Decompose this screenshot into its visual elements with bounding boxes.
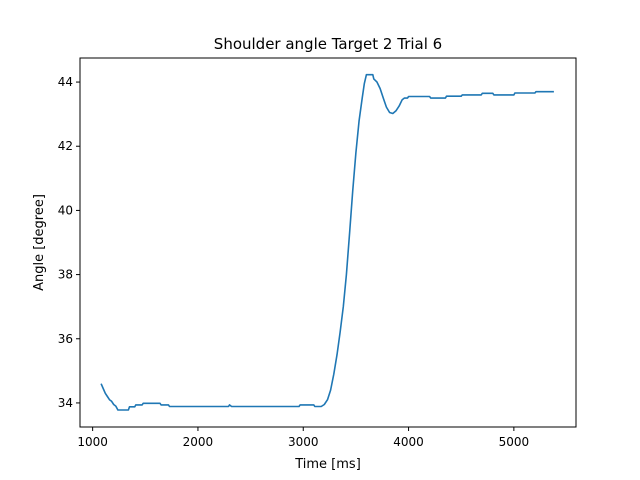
- chart-title: Shoulder angle Target 2 Trial 6: [214, 35, 442, 53]
- ticks-layer: 1000 2000 3000 4000 5000 34 36 38 40 42 44: [58, 75, 529, 449]
- x-tick-label: 2000: [183, 435, 214, 449]
- y-tick-label: 34: [58, 396, 73, 410]
- x-tick-label: 5000: [499, 435, 530, 449]
- series-layer: [100, 73, 554, 411]
- plot-area-frame: [79, 57, 577, 428]
- x-axis-label: Time [ms]: [294, 457, 361, 472]
- x-tick-label: 3000: [288, 435, 319, 449]
- x-tick-label: 1000: [77, 435, 108, 449]
- y-tick-label: 38: [58, 268, 73, 282]
- series-line: [100, 73, 554, 411]
- y-tick-label: 36: [58, 332, 73, 346]
- y-axis-label: Angle [degree]: [32, 194, 47, 291]
- x-tick-label: 4000: [393, 435, 424, 449]
- y-tick-label: 44: [58, 75, 73, 89]
- y-tick-label: 42: [58, 139, 73, 153]
- y-tick-label: 40: [58, 203, 73, 217]
